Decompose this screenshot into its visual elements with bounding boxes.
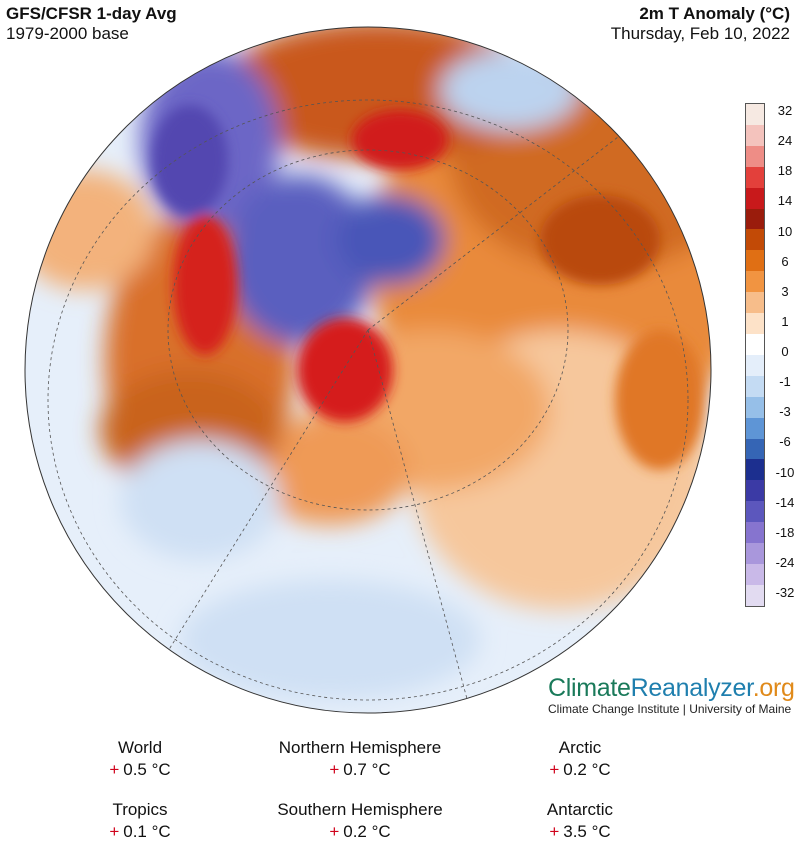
colorbar-tick-label: 24	[777, 133, 793, 149]
stat-value: 0.2 °C	[563, 760, 611, 779]
colorbar-tick-label: -1	[779, 374, 791, 390]
colorbar-tick-label: 14	[777, 193, 793, 209]
colorbar-swatch	[746, 375, 764, 397]
stat-label: Southern Hemisphere	[277, 800, 443, 819]
colorbar-swatch	[746, 208, 764, 230]
colorbar-tick-label: -24	[775, 554, 795, 570]
colorbar-swatch	[746, 543, 764, 564]
stat-value: 0.2 °C	[343, 822, 391, 841]
colorbar-tick-label: 3	[781, 283, 789, 299]
stat-label: World	[117, 738, 163, 757]
colorbar-tick-label: -6	[779, 434, 791, 450]
stat-label: Antarctic	[546, 800, 614, 819]
stat-label: Arctic	[558, 738, 602, 757]
stat-value: 0.7 °C	[343, 760, 391, 779]
colorbar-tick-label: 10	[777, 223, 793, 239]
colorbar-swatch	[746, 313, 764, 334]
graticule	[47, 99, 689, 711]
colorbar-swatch	[746, 438, 764, 460]
colorbar-swatch	[746, 229, 764, 251]
colorbar-tick-label: 1	[781, 313, 789, 329]
colorbar-swatch	[746, 333, 764, 355]
stat-label: Tropics	[112, 800, 168, 819]
colorbar-swatch	[746, 292, 764, 314]
stat-label: Northern Hemisphere	[278, 738, 442, 757]
colorbar-swatch	[746, 187, 764, 209]
colorbar-swatch	[746, 396, 764, 418]
anomaly-field	[25, 27, 711, 713]
orthographic-map	[24, 26, 712, 714]
stat-tropics: Tropics +0.1 °C	[109, 800, 171, 841]
stat-antarctic: Antarctic +3.5 °C	[546, 800, 614, 841]
colorbar-swatch	[746, 501, 764, 523]
map-title: GFS/CFSR 1-day Avg	[6, 4, 177, 23]
colorbar-tick-label: 18	[777, 163, 793, 179]
stat-northern-hemisphere: Northern Hemisphere +0.7 °C	[278, 738, 442, 779]
stat-world: World +0.5 °C	[109, 738, 171, 779]
colorbar-tick-label: 6	[781, 253, 789, 269]
colorbar	[745, 103, 765, 607]
colorbar-swatch	[746, 271, 764, 293]
colorbar-swatch	[746, 250, 764, 272]
colorbar-swatch	[746, 563, 764, 585]
colorbar-swatch	[746, 522, 764, 544]
brand-logo: ClimateReanalyzer.org	[548, 674, 795, 702]
colorbar-swatch	[746, 584, 764, 606]
stat-arctic: Arctic +0.2 °C	[549, 738, 611, 779]
map-subtitle: 1979-2000 base	[6, 24, 129, 43]
colorbar-tick-label: -10	[775, 464, 795, 480]
colorbar-swatch	[746, 145, 764, 167]
variable-title: 2m T Anomaly (°C)	[639, 4, 790, 23]
colorbar-tick-label: -18	[775, 524, 795, 540]
date-label: Thursday, Feb 10, 2022	[610, 24, 790, 43]
globe-outline	[24, 26, 712, 714]
stat-value: 0.1 °C	[123, 822, 171, 841]
colorbar-swatch	[746, 354, 764, 376]
colorbar-tick-label: -3	[779, 404, 791, 420]
colorbar-tick-label: -32	[775, 585, 795, 600]
stat-value: 3.5 °C	[563, 822, 611, 841]
stat-southern-hemisphere: Southern Hemisphere +0.2 °C	[277, 800, 443, 841]
colorbar-swatch	[746, 417, 764, 439]
colorbar-swatch	[746, 459, 764, 481]
colorbar-swatch	[746, 166, 764, 188]
colorbar-tick-label: 32	[777, 103, 793, 118]
affiliation: Climate Change Institute | University of…	[548, 702, 792, 716]
colorbar-swatch	[746, 480, 764, 502]
stat-value: 0.5 °C	[123, 760, 171, 779]
colorbar-tick-label: 0	[781, 344, 789, 359]
colorbar-swatch	[746, 124, 764, 146]
colorbar-tick-label: -14	[775, 494, 795, 510]
colorbar-swatch	[746, 104, 764, 125]
